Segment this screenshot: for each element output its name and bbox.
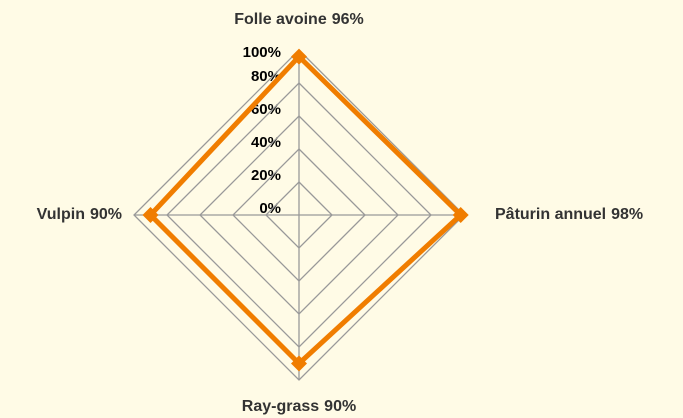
value-label: 90% bbox=[90, 206, 122, 223]
data-marker bbox=[142, 207, 159, 223]
value-label: 98% bbox=[611, 206, 643, 223]
tick-label: 40% bbox=[251, 134, 281, 151]
category-label: Ray-grass 90% bbox=[242, 398, 356, 415]
category-name: Ray-grass bbox=[242, 398, 319, 415]
tick-label: 20% bbox=[251, 167, 281, 184]
data-line bbox=[148, 54, 464, 366]
category-label: Pâturin annuel 98% bbox=[495, 206, 643, 223]
category-name: Vulpin bbox=[37, 206, 85, 223]
grid-ring bbox=[199, 115, 399, 315]
category-label: Folle avoine 96% bbox=[234, 11, 364, 28]
value-label: 96% bbox=[332, 11, 364, 28]
tick-label: 60% bbox=[251, 101, 281, 118]
data-marker bbox=[291, 48, 307, 65]
grid-ring bbox=[265, 181, 333, 249]
grid-ring bbox=[133, 49, 465, 381]
data-marker bbox=[291, 355, 307, 372]
category-label: Vulpin 90% bbox=[37, 206, 122, 223]
tick-label: 0% bbox=[259, 200, 281, 217]
tick-label: 100% bbox=[243, 44, 281, 61]
data-marker bbox=[452, 207, 469, 223]
category-name: Folle avoine bbox=[234, 11, 327, 28]
category-name: Pâturin annuel bbox=[495, 206, 606, 223]
grid-ring bbox=[166, 82, 432, 348]
grid-ring bbox=[232, 148, 366, 282]
value-label: 90% bbox=[324, 398, 356, 415]
